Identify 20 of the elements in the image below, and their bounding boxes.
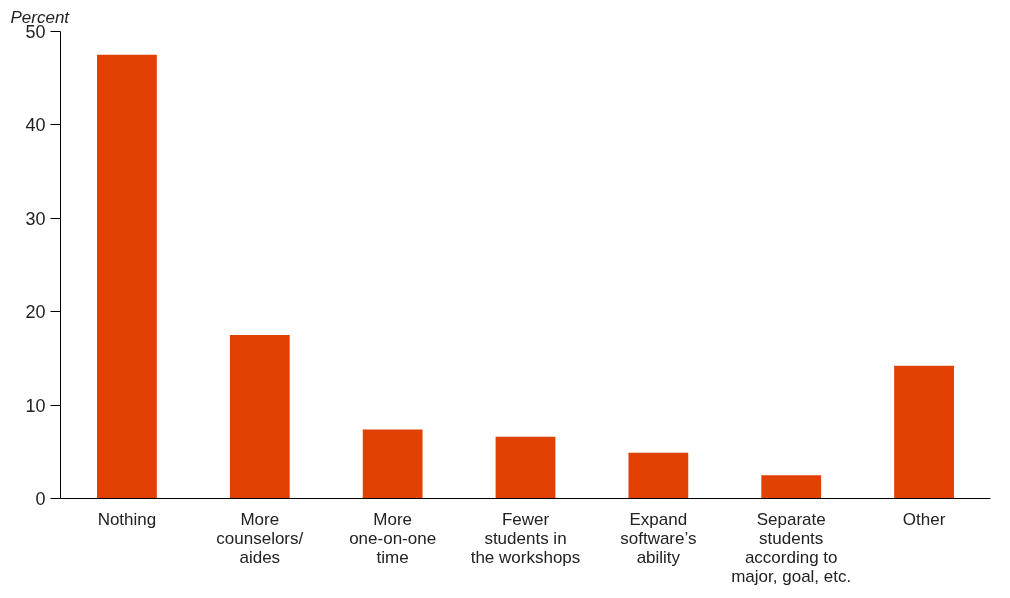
bar bbox=[761, 475, 822, 499]
x-tick-label: Other bbox=[902, 509, 946, 529]
y-tick-label: 40 bbox=[25, 115, 46, 136]
bar bbox=[97, 54, 157, 499]
bar bbox=[495, 436, 556, 499]
bar bbox=[362, 429, 423, 499]
y-tick-label: 0 bbox=[35, 489, 46, 509]
y-tick-label: 20 bbox=[25, 302, 46, 323]
bar bbox=[894, 365, 954, 499]
x-tick-label: Separate students according to major, goal, etc. bbox=[731, 509, 852, 586]
y-tick-label: 30 bbox=[25, 208, 46, 229]
x-tick-label: Nothing bbox=[97, 509, 157, 529]
bar bbox=[628, 452, 689, 499]
x-tick-label: Expand software’s ability bbox=[620, 509, 697, 567]
y-tick-label: 50 bbox=[25, 22, 46, 42]
x-tick-label: Fewer students in the workshops bbox=[470, 509, 581, 567]
x-tick-label: More counselors/ aides bbox=[216, 509, 304, 567]
y-tick-label: 10 bbox=[25, 395, 46, 416]
bar bbox=[229, 335, 290, 499]
x-tick-label: More one-on-one time bbox=[349, 509, 437, 567]
